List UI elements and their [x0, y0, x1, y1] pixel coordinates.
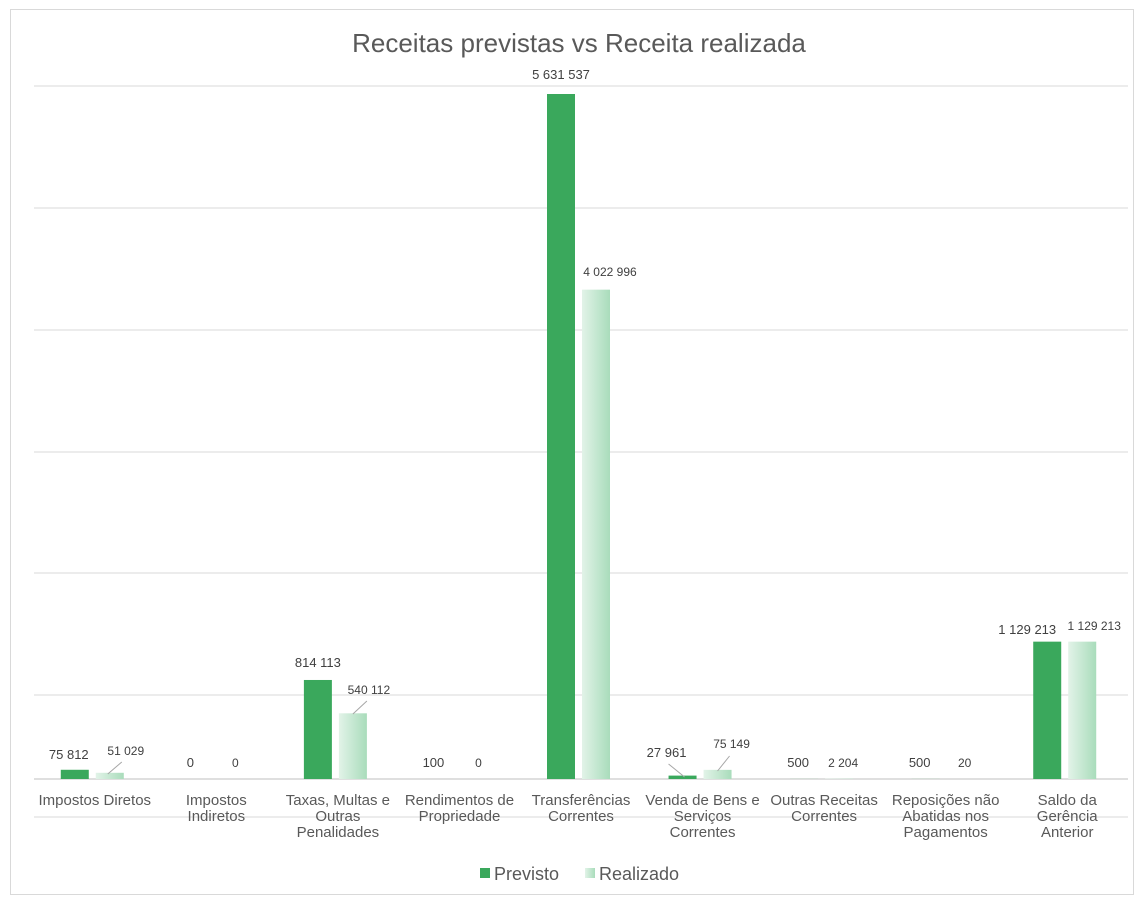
category-label: Reposições não	[892, 792, 1000, 809]
category-label: Rendimentos de	[405, 792, 514, 809]
bar-realizado	[95, 772, 124, 779]
category-label: Anterior	[1041, 824, 1094, 841]
data-label-previsto: 500	[909, 755, 931, 770]
data-label-realizado: 51 029	[107, 744, 144, 758]
leader-line	[107, 761, 123, 775]
bar-realizado	[582, 289, 610, 779]
leader-line	[352, 700, 368, 715]
category-label: Taxas, Multas e	[286, 792, 390, 809]
chart-title: Receitas previstas vs Receita realizada	[352, 28, 806, 58]
bar-previsto	[60, 769, 89, 779]
category-label: Outras Receitas	[770, 792, 878, 809]
leader-line	[668, 763, 685, 778]
data-label-realizado: 0	[232, 756, 239, 770]
bar-previsto	[668, 775, 697, 779]
bar-realizado	[338, 713, 367, 779]
category-label: Serviços	[674, 808, 732, 825]
legend: Previsto Realizado	[480, 864, 679, 884]
category-label: Impostos	[186, 792, 247, 809]
bar-previsto	[547, 94, 575, 779]
data-label-realizado: 0	[475, 756, 482, 770]
data-label-previsto: 5 631 537	[532, 67, 590, 82]
data-label-previsto: 814 113	[295, 655, 341, 670]
data-label-previsto: 0	[187, 755, 194, 770]
legend-swatch-previsto	[480, 868, 490, 878]
data-label-realizado: 20	[958, 756, 972, 770]
legend-label: Realizado	[599, 864, 679, 884]
category-label: Indiretos	[188, 808, 246, 825]
bar-previsto	[1033, 641, 1062, 779]
data-label-realizado: 4 022 996	[583, 265, 637, 279]
bar-realizado	[703, 769, 732, 779]
category-label: Gerência	[1037, 808, 1099, 825]
category-label: Venda de Bens e	[645, 792, 759, 809]
bar-previsto	[303, 679, 332, 779]
gridlines	[34, 85, 1128, 818]
data-label-realizado: 1 129 213	[1068, 619, 1122, 633]
category-label: Correntes	[670, 824, 736, 841]
category-label: Penalidades	[297, 824, 380, 841]
category-label: Propriedade	[419, 808, 501, 825]
data-label-realizado: 2 204	[828, 756, 858, 770]
category-label: Pagamentos	[904, 824, 988, 841]
legend-swatch-realizado	[585, 868, 595, 878]
category-label: Abatidas nos	[902, 808, 989, 825]
category-label: Correntes	[548, 808, 614, 825]
category-label: Transferências	[532, 792, 631, 809]
category-label: Correntes	[791, 808, 857, 825]
category-label: Saldo da	[1038, 792, 1098, 809]
bars	[60, 94, 1097, 779]
legend-label: Previsto	[494, 864, 559, 884]
data-label-previsto: 27 961	[647, 745, 687, 760]
category-label: Outras	[315, 808, 360, 825]
data-labels: 75 812 51 029 0 0 814 113 540 112 100 0 5 631 53…	[49, 67, 1122, 778]
leader-line	[717, 755, 730, 772]
bar-realizado	[1068, 641, 1097, 779]
data-label-previsto: 100	[423, 755, 445, 770]
data-label-previsto: 75 812	[49, 747, 89, 762]
data-label-previsto: 500	[787, 755, 809, 770]
category-label: Impostos Diretos	[39, 792, 152, 809]
data-label-previsto: 1 129 213	[998, 622, 1056, 637]
data-label-realizado: 75 149	[713, 737, 750, 751]
data-label-realizado: 540 112	[348, 683, 391, 697]
